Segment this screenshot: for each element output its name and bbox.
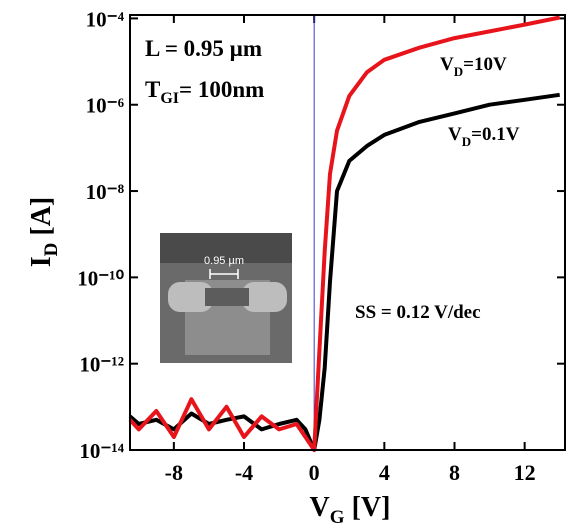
tgi-sub: GI xyxy=(160,90,179,107)
series-label: VD=0.1V xyxy=(448,124,520,149)
series-label-rest: =10V xyxy=(463,54,507,75)
x-label-unit: [V] xyxy=(345,492,391,523)
x-tick-label: 0 xyxy=(309,460,320,485)
y-tick-label: 10⁻⁶ xyxy=(86,94,124,118)
x-tick-label: -8 xyxy=(165,460,183,485)
y-axis-label: ID [A] xyxy=(26,197,62,268)
y-tick-label: 10⁻¹⁰ xyxy=(77,266,124,290)
tgi-annotation: TGI= 100nm xyxy=(145,77,264,107)
series-label-sub: D xyxy=(454,64,463,79)
x-label-sub: G xyxy=(330,507,345,528)
inset-scale: 0.95 µm xyxy=(204,255,244,267)
x-axis-label: VG [V] xyxy=(310,492,391,528)
series-label-main: V xyxy=(440,54,454,75)
series-label-main: V xyxy=(448,124,462,145)
y-tick-label: 10⁻¹² xyxy=(79,353,124,377)
y-label-main: I xyxy=(26,256,57,267)
y-tick-label: 10⁻¹⁴ xyxy=(79,439,124,463)
ss-annotation: SS = 0.12 V/dec xyxy=(355,302,481,323)
x-tick-label: -4 xyxy=(235,460,253,485)
plot-frame xyxy=(129,14,566,451)
tgi-main: T xyxy=(145,77,160,102)
series-label: VD=10V xyxy=(440,54,507,79)
y-tick-label: 10⁻⁴ xyxy=(86,7,125,31)
x-tick-label: 12 xyxy=(514,460,536,485)
inset-image: 0.95 µm xyxy=(160,233,292,363)
x-tick-label: 4 xyxy=(379,460,390,485)
y-label-unit: [A] xyxy=(26,197,57,243)
length-annotation: L = 0.95 µm xyxy=(145,36,262,61)
tgi-rest: = 100nm xyxy=(179,77,264,102)
x-label-main: V xyxy=(310,492,330,523)
series-label-sub: D xyxy=(462,134,471,149)
x-tick-label: 8 xyxy=(449,460,460,485)
series-label-rest: =0.1V xyxy=(471,124,520,145)
y-label-sub: D xyxy=(41,243,62,257)
y-tick-label: 10⁻⁸ xyxy=(86,180,124,204)
